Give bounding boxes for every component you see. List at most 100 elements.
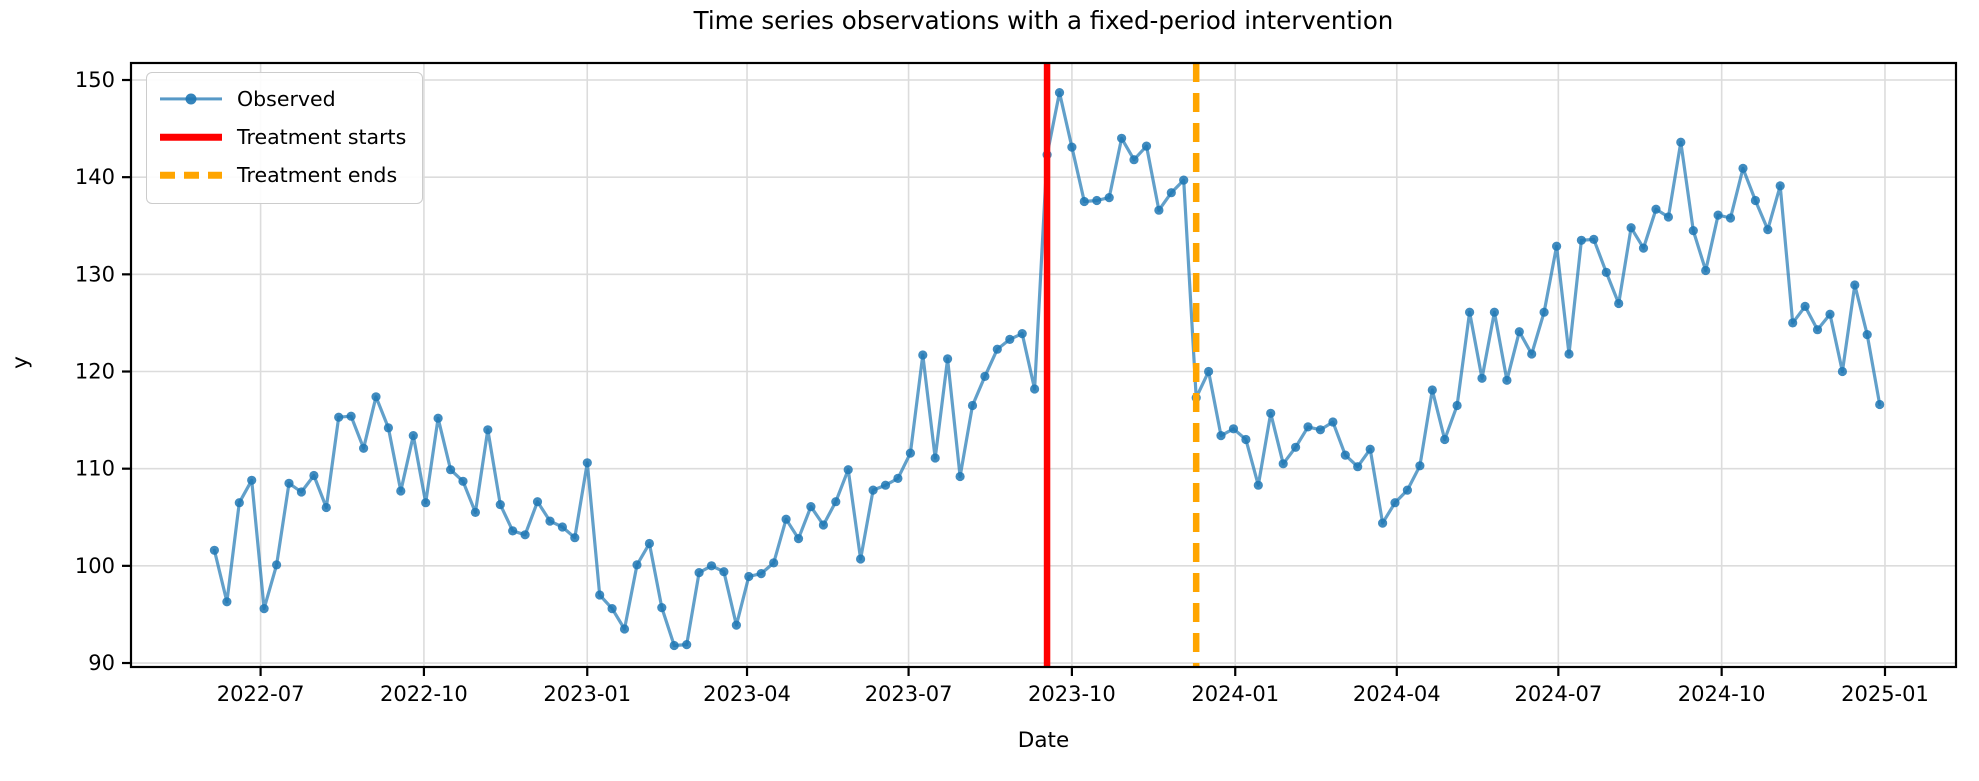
observed-marker <box>1390 498 1400 508</box>
observed-marker <box>346 411 356 421</box>
observed-marker <box>1054 88 1065 98</box>
observed-marker <box>570 533 580 543</box>
observed-marker <box>421 498 431 508</box>
observed-marker <box>1266 408 1276 418</box>
observed-marker <box>1812 325 1823 335</box>
observed-marker <box>930 453 940 463</box>
x-tick-label: 2024-04 <box>1353 682 1441 706</box>
observed-marker <box>1415 461 1425 471</box>
legend-item-treatment-starts: Treatment starts <box>160 118 406 156</box>
observed-marker <box>769 558 779 568</box>
observed-marker <box>408 431 418 441</box>
observed-marker <box>259 604 269 614</box>
legend-item-treatment-ends: Treatment ends <box>160 156 406 194</box>
observed-marker <box>595 590 605 600</box>
observed-marker <box>1402 485 1412 495</box>
observed-marker <box>1514 327 1524 337</box>
observed-marker <box>818 520 829 530</box>
y-tick-label: 120 <box>75 360 115 384</box>
legend-label: Observed <box>237 87 336 111</box>
observed-marker <box>706 561 717 571</box>
y-tick-label: 110 <box>75 457 115 481</box>
observed-marker <box>520 530 530 540</box>
observed-marker <box>1154 205 1164 215</box>
observed-marker <box>1875 399 1885 410</box>
observed-marker <box>843 465 853 475</box>
x-tick-label: 2023-10 <box>1028 682 1116 706</box>
y-tick-label: 150 <box>75 68 115 92</box>
observed-marker <box>1141 141 1152 151</box>
observed-marker <box>1552 241 1562 251</box>
x-tick-label: 2022-07 <box>217 682 305 706</box>
observed-marker <box>1030 384 1040 394</box>
observed-marker <box>607 604 617 614</box>
x-axis-label: Date <box>1017 728 1070 753</box>
observed-marker <box>1427 385 1437 395</box>
observed-marker <box>1303 422 1313 432</box>
observed-marker <box>1315 425 1325 435</box>
observed-marker <box>644 538 655 549</box>
observed-marker <box>545 516 555 526</box>
observed-marker <box>1775 181 1785 191</box>
observed-marker <box>1725 213 1736 223</box>
observed-marker <box>1862 330 1872 340</box>
observed-marker <box>433 413 443 423</box>
observed-marker <box>806 502 816 512</box>
x-tick-label: 2024-10 <box>1678 682 1766 706</box>
observed-marker <box>1651 204 1661 214</box>
observed-marker <box>1626 223 1636 233</box>
observed-marker <box>1129 155 1139 165</box>
observed-marker <box>1104 193 1114 203</box>
observed-marker <box>1638 243 1649 253</box>
observed-marker <box>943 354 953 364</box>
observed-marker <box>1465 307 1475 317</box>
observed-marker <box>1365 444 1375 454</box>
observed-marker <box>1576 235 1586 245</box>
observed-marker <box>756 569 766 579</box>
legend-label: Treatment starts <box>237 125 407 149</box>
observed-marker <box>880 480 891 490</box>
observed-marker <box>483 425 493 435</box>
observed-marker <box>1688 226 1698 236</box>
x-tick-label: 2025-01 <box>1841 682 1929 706</box>
observed-marker <box>284 478 294 488</box>
observed-marker <box>1291 442 1301 452</box>
observed-marker <box>980 371 990 381</box>
observed-marker <box>856 554 866 564</box>
x-tick-label: 2023-01 <box>543 682 631 706</box>
observed-marker <box>321 502 331 513</box>
observed-marker <box>1340 450 1350 460</box>
y-axis-label: y <box>7 356 33 369</box>
observed-marker <box>669 640 679 651</box>
observed-marker <box>1676 137 1686 147</box>
observed-marker <box>234 498 244 508</box>
observed-marker <box>1278 459 1288 469</box>
observed-marker <box>1527 349 1537 359</box>
observed-marker <box>1117 133 1127 143</box>
observed-marker <box>1079 196 1089 207</box>
observed-marker <box>1489 307 1499 317</box>
observed-marker <box>247 475 257 485</box>
observed-marker <box>1837 366 1847 377</box>
observed-marker <box>1589 234 1599 244</box>
x-tick-label: 2024-07 <box>1514 682 1602 706</box>
observed-marker <box>1067 142 1077 152</box>
observed-marker <box>1750 195 1760 206</box>
observed-marker <box>1614 298 1624 309</box>
observed-marker <box>495 500 505 510</box>
x-tick-label: 2023-04 <box>703 682 791 706</box>
y-tick-label: 130 <box>75 262 115 286</box>
observed-marker <box>893 473 903 483</box>
observed-marker <box>793 534 804 544</box>
observed-marker <box>619 624 630 634</box>
observed-marker <box>1017 329 1027 339</box>
x-tick-label: 2023-07 <box>865 682 953 706</box>
observed-marker <box>719 567 729 577</box>
observed-marker <box>632 560 642 570</box>
legend: Observed Treatment starts Treatment ends <box>146 72 424 204</box>
observed-marker <box>694 568 704 578</box>
observed-marker <box>1502 375 1512 385</box>
observed-marker <box>1440 434 1450 445</box>
observed-marker <box>296 487 306 497</box>
observed-marker <box>532 497 543 507</box>
